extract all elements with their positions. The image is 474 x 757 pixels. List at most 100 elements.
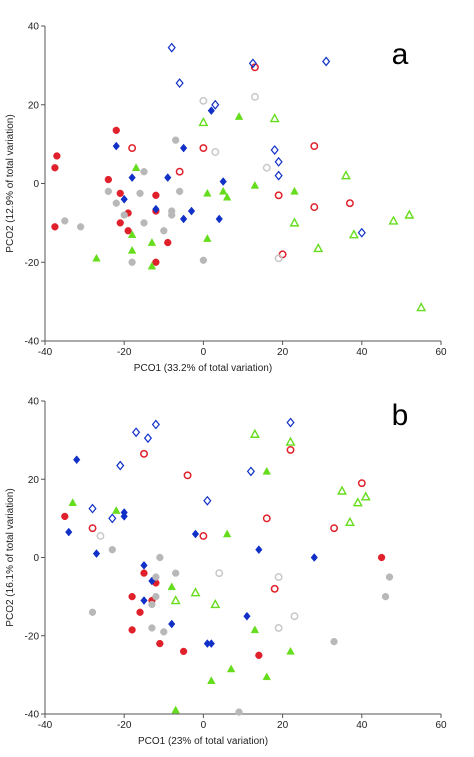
data-point: [274, 623, 283, 632]
data-point: [128, 592, 136, 601]
data-point: [140, 569, 148, 577]
data-point: [191, 529, 200, 539]
data-point: [385, 573, 394, 581]
y-tick-label: 40: [28, 397, 40, 408]
data-point: [199, 96, 208, 105]
data-point: [127, 245, 137, 254]
data-point: [104, 175, 113, 184]
data-point: [357, 227, 366, 238]
data-point: [140, 219, 148, 227]
data-point: [61, 512, 69, 521]
data-point: [360, 491, 371, 501]
data-point: [215, 569, 224, 578]
data-point: [143, 433, 153, 444]
data-point: [337, 485, 347, 495]
data-point: [215, 214, 223, 224]
data-point: [120, 211, 128, 219]
data-point: [88, 524, 97, 533]
data-point: [388, 215, 399, 225]
data-point: [219, 177, 227, 186]
data-point: [199, 256, 208, 264]
data-point: [136, 189, 144, 197]
data-point: [167, 582, 176, 591]
data-point: [61, 217, 69, 225]
data-point: [51, 164, 59, 172]
data-point: [172, 136, 180, 144]
data-point: [404, 209, 415, 219]
data-point: [108, 513, 117, 524]
data-point: [340, 170, 351, 180]
y-tick-label: 40: [28, 22, 40, 33]
scatter-panel-a: -40 -20 0 20 40 60 -40 -20 0 20 40 PCO1 (33.2% of t…: [5, 22, 447, 375]
data-point: [120, 194, 128, 204]
data-point: [330, 637, 338, 646]
data-point: [313, 243, 324, 253]
data-point: [274, 573, 283, 582]
data-point: [234, 112, 244, 120]
data-point: [53, 152, 61, 160]
data-point: [152, 573, 160, 581]
data-point: [290, 186, 299, 195]
data-point: [274, 156, 283, 167]
data-point: [377, 553, 386, 562]
data-point: [246, 466, 255, 477]
x-tick-label: -40: [38, 347, 53, 358]
x-tick-label: 40: [356, 347, 368, 358]
data-point: [179, 143, 188, 153]
data-point: [148, 600, 156, 609]
data-point: [179, 647, 188, 656]
data-point: [128, 173, 136, 182]
data-point: [203, 234, 212, 242]
data-point: [167, 42, 176, 53]
data-point: [348, 229, 359, 239]
data-point: [171, 705, 180, 714]
x-tick-label: -20: [117, 720, 132, 731]
data-point: [88, 608, 97, 616]
data-point: [175, 167, 184, 176]
data-point: [51, 223, 59, 231]
data-point: [416, 302, 427, 312]
data-point: [270, 145, 279, 155]
data-point: [92, 549, 101, 558]
y-tick-label: -40: [25, 710, 40, 721]
data-point: [124, 227, 132, 235]
data-point: [274, 191, 283, 200]
data-point: [151, 419, 160, 430]
x-tick-label: 20: [277, 720, 289, 731]
data-point: [140, 168, 148, 176]
data-point: [250, 625, 260, 634]
data-point: [160, 628, 168, 636]
data-point: [160, 227, 168, 235]
data-point: [243, 611, 251, 621]
data-point: [183, 471, 192, 480]
x-tick-label: -40: [38, 720, 53, 731]
data-point: [270, 584, 279, 593]
data-point: [76, 223, 85, 231]
data-point: [218, 186, 228, 195]
data-point: [68, 498, 77, 506]
data-point: [156, 639, 164, 648]
data-point: [211, 148, 220, 156]
data-point: [120, 512, 128, 521]
data-point: [73, 455, 81, 465]
data-point: [132, 427, 141, 438]
x-tick-label: 0: [201, 347, 207, 358]
x-axis-title: PCO1 (23% of total variation): [138, 736, 268, 747]
y-tick-label: -20: [25, 258, 40, 269]
data-point: [235, 708, 243, 716]
data-point: [116, 460, 125, 471]
data-point: [104, 187, 113, 196]
x-tick-label: 60: [435, 720, 447, 731]
data-point: [152, 191, 160, 199]
data-point: [136, 608, 144, 616]
data-point: [255, 651, 263, 659]
data-point: [170, 595, 181, 605]
data-point: [278, 250, 287, 259]
data-point: [168, 619, 176, 629]
data-point: [290, 612, 299, 621]
y-tick-label: 20: [28, 100, 40, 111]
data-point: [140, 449, 148, 458]
data-point: [116, 189, 124, 197]
y-tick-label: -20: [25, 631, 40, 642]
data-point: [330, 524, 339, 533]
